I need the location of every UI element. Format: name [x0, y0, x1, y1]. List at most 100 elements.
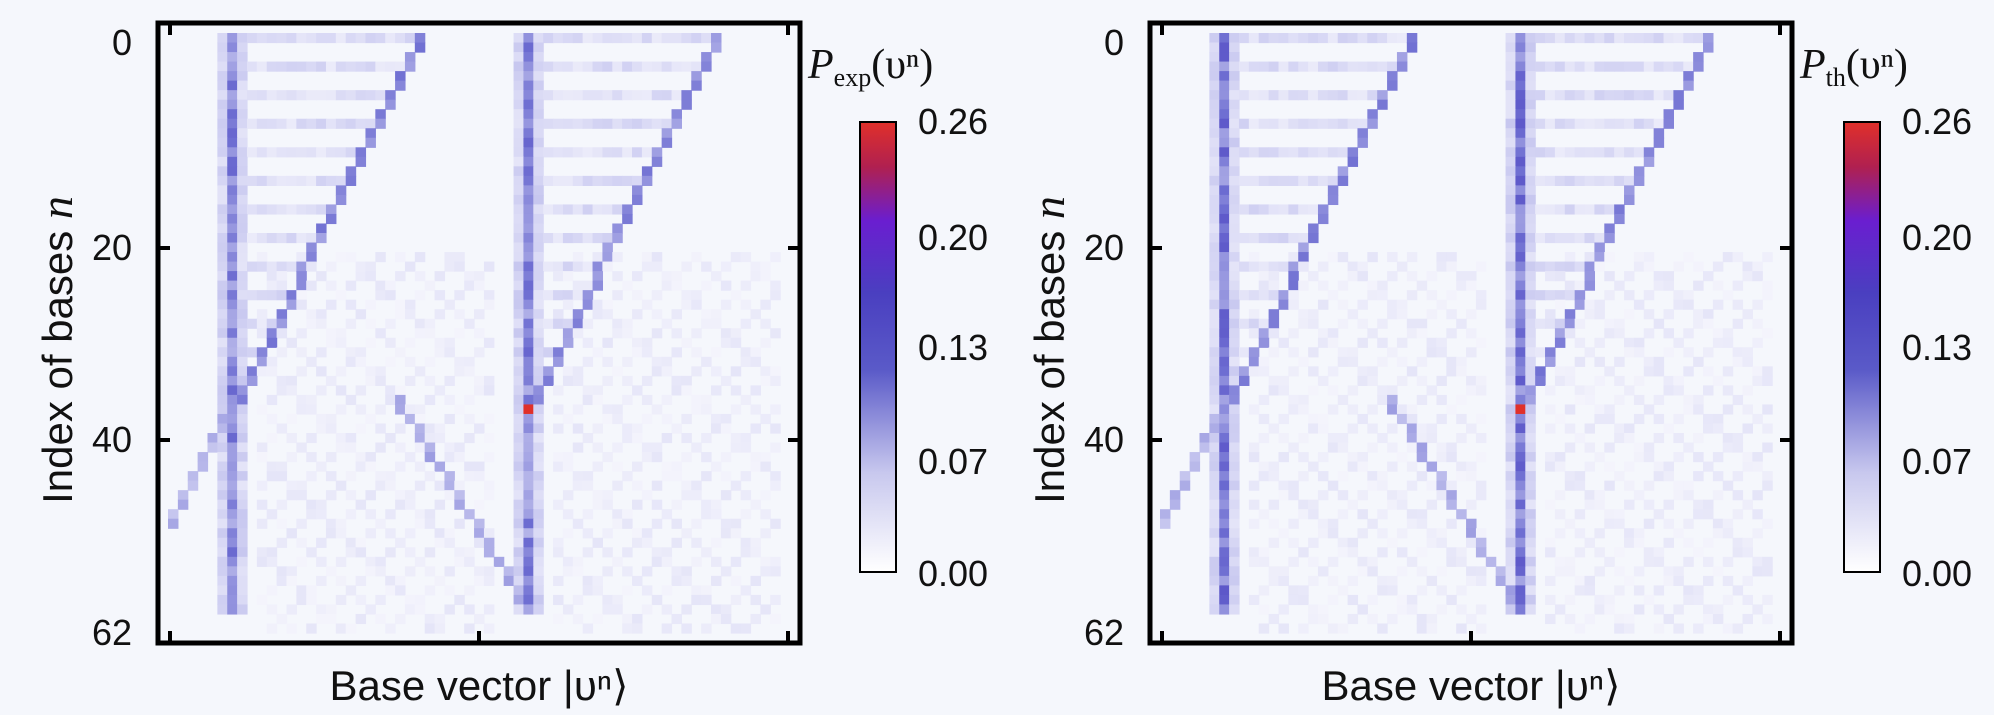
- heatmap-cell: [1229, 309, 1240, 320]
- heatmap-cell: [1653, 623, 1665, 634]
- heatmap-cell: [385, 433, 396, 444]
- heatmap-cell: [227, 71, 238, 82]
- heatmap-cell: [217, 185, 228, 196]
- heatmap-cell: [1643, 61, 1655, 72]
- heatmap-cell: [1633, 147, 1645, 158]
- heatmap-cell: [256, 318, 268, 329]
- heatmap-cell: [1475, 623, 1487, 634]
- heatmap-cell: [1624, 147, 1635, 158]
- heatmap-cell: [1436, 261, 1447, 272]
- heatmap-cell: [1426, 271, 1438, 282]
- heatmap-cell: [1268, 61, 1280, 72]
- heatmap-cell: [404, 261, 416, 272]
- heatmap-cell: [1209, 442, 1220, 453]
- heatmap-cell: [1209, 356, 1220, 367]
- heatmap-cell: [424, 509, 436, 520]
- heatmap-cell: [1525, 375, 1536, 386]
- heatmap-cell: [720, 413, 732, 425]
- heatmap-cell: [651, 404, 663, 415]
- heatmap-cell: [641, 252, 653, 263]
- heatmap-cell: [562, 299, 574, 310]
- heatmap-cell: [523, 309, 534, 320]
- heatmap-cell: [1209, 423, 1220, 434]
- heatmap-cell: [414, 328, 426, 339]
- heatmap-cell: [612, 204, 623, 215]
- y-axis-label: Index of bases n: [31, 196, 82, 504]
- heatmap-cell: [711, 366, 722, 377]
- heatmap-cell: [237, 261, 248, 272]
- heatmap-cell: [641, 537, 653, 548]
- heatmap-cell: [1515, 252, 1526, 263]
- heatmap-cell: [227, 328, 238, 339]
- heatmap-cell: [632, 385, 643, 396]
- heatmap-cell: [1564, 566, 1576, 577]
- heatmap-cell: [1248, 90, 1260, 101]
- heatmap-cell: [1624, 175, 1635, 186]
- heatmap-cell: [740, 537, 752, 548]
- heatmap-cell: [355, 33, 367, 44]
- heatmap-cell: [1367, 613, 1378, 625]
- heatmap-cell: [237, 147, 248, 158]
- heatmap-cell: [1229, 213, 1240, 225]
- heatmap-cell: [1308, 233, 1319, 244]
- heatmap-cell: [1653, 461, 1665, 472]
- heatmap-cell: [622, 61, 633, 72]
- heatmap-cell: [1545, 309, 1556, 320]
- heatmap-cell: [513, 71, 525, 82]
- heatmap-cell: [1574, 528, 1586, 539]
- heatmap-cell: [750, 423, 761, 434]
- heatmap-cell: [227, 452, 238, 463]
- heatmap-cell: [355, 147, 367, 158]
- heatmap-cell: [217, 223, 228, 234]
- heatmap-cell: [414, 366, 426, 377]
- heatmap-cell: [1505, 461, 1517, 472]
- heatmap-cell: [582, 147, 594, 158]
- heatmap-cell: [533, 413, 544, 425]
- heatmap-cell: [730, 328, 742, 339]
- heatmap-cell: [1466, 271, 1477, 282]
- heatmap-cell: [562, 413, 574, 425]
- heatmap-cell: [1554, 147, 1566, 158]
- heatmap-cell: [1456, 623, 1467, 634]
- heatmap-cell: [325, 613, 337, 625]
- heatmap-cell: [237, 423, 248, 434]
- heatmap-cell: [701, 61, 712, 72]
- heatmap-cell: [434, 423, 446, 434]
- heatmap-cell: [671, 280, 682, 291]
- heatmap-cell: [217, 404, 228, 415]
- heatmap-cell: [651, 147, 663, 158]
- heatmap-cell: [641, 261, 653, 272]
- heatmap-cell: [316, 509, 327, 520]
- heatmap-cell: [217, 261, 228, 272]
- heatmap-cell: [1505, 394, 1517, 406]
- heatmap-cell: [1594, 337, 1605, 348]
- heatmap-cell: [1554, 509, 1566, 520]
- heatmap-cell: [1308, 385, 1319, 396]
- heatmap-cell: [750, 385, 761, 396]
- heatmap-cell: [671, 385, 682, 396]
- heatmap-cell: [553, 309, 564, 320]
- heatmap-cell: [1229, 280, 1240, 291]
- heatmap-cell: [296, 480, 307, 491]
- heatmap-cell: [523, 328, 534, 339]
- heatmap-cell: [227, 261, 238, 272]
- heatmap-cell: [651, 518, 663, 529]
- heatmap-cell: [1712, 566, 1724, 577]
- heatmap-cell: [760, 413, 771, 425]
- heatmap-cell: [1367, 290, 1378, 301]
- heatmap-cell: [1436, 299, 1447, 310]
- heatmap-cell: [325, 604, 337, 615]
- heatmap-cell: [306, 547, 317, 558]
- heatmap-cell: [1614, 375, 1625, 386]
- heatmap-cell: [602, 604, 613, 615]
- heatmap-cell: [1377, 290, 1388, 301]
- heatmap-cell: [1732, 394, 1744, 406]
- heatmap-cell: [1317, 118, 1329, 129]
- heatmap-cell: [1317, 604, 1329, 615]
- heatmap-cell: [266, 318, 278, 329]
- heatmap-cell: [1683, 347, 1694, 358]
- heatmap-cell: [217, 433, 228, 444]
- heatmap-cell: [1525, 585, 1536, 596]
- heatmap-cell: [1594, 204, 1605, 215]
- heatmap-cell: [395, 461, 406, 472]
